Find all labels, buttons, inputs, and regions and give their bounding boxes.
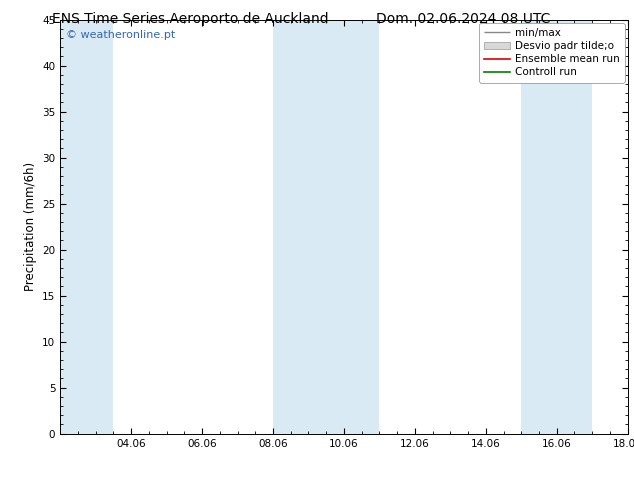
- Y-axis label: Precipitation (mm/6h): Precipitation (mm/6h): [23, 162, 37, 291]
- Bar: [60, 20, 113, 434]
- Text: ENS Time Series Aeroporto de Auckland: ENS Time Series Aeroporto de Auckland: [52, 12, 328, 26]
- Text: Dom. 02.06.2024 08 UTC: Dom. 02.06.2024 08 UTC: [375, 12, 550, 26]
- Text: © weatheronline.pt: © weatheronline.pt: [66, 30, 175, 40]
- Legend: min/max, Desvio padr tilde;o, Ensemble mean run, Controll run: min/max, Desvio padr tilde;o, Ensemble m…: [479, 23, 624, 82]
- Bar: [327, 20, 379, 434]
- Bar: [273, 20, 327, 434]
- Bar: [557, 20, 592, 434]
- Bar: [521, 20, 557, 434]
